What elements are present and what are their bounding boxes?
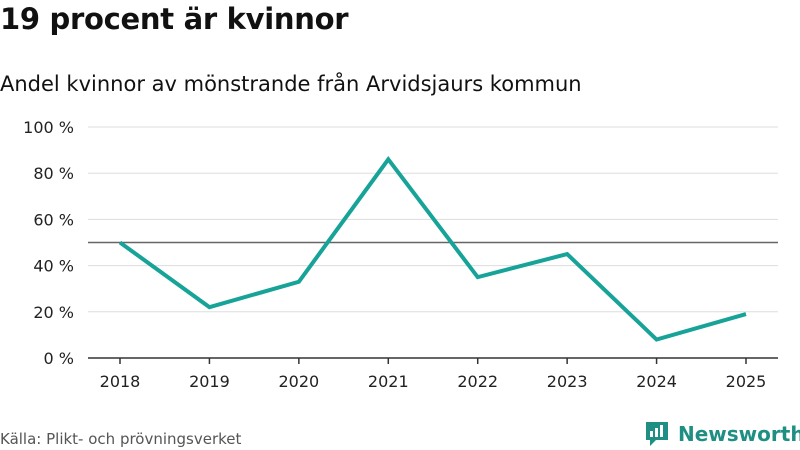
x-tick-label: 2021 xyxy=(368,372,409,391)
y-tick-label: 20 % xyxy=(33,303,74,322)
y-tick-label: 80 % xyxy=(33,164,74,183)
x-tick-label: 2022 xyxy=(457,372,498,391)
brand-logo: Newsworthy xyxy=(644,420,800,448)
chart-title: 19 procent är kvinnor xyxy=(0,2,349,36)
x-tick-label: 2024 xyxy=(636,372,677,391)
chart-subtitle: Andel kvinnor av mönstrande från Arvidsj… xyxy=(0,72,582,96)
source-note: Källa: Plikt- och prövningsverket xyxy=(0,430,242,448)
y-tick-label: 40 % xyxy=(33,257,74,276)
bar-chart-logo-icon xyxy=(646,422,668,446)
y-tick-label: 100 % xyxy=(23,118,74,137)
brand-name: Newsworthy xyxy=(678,422,800,446)
line-chart: 0 % 20 % 40 % 60 % 80 % 100 % 2018 2019 2020 2021… xyxy=(23,118,778,391)
series-line xyxy=(118,155,747,342)
x-tick-label: 2023 xyxy=(547,372,588,391)
y-tick-label: 60 % xyxy=(33,210,74,229)
x-tick-label: 2018 xyxy=(100,372,141,391)
y-tick-label: 0 % xyxy=(44,349,74,368)
x-tick-label: 2020 xyxy=(278,372,319,391)
x-tick-label: 2025 xyxy=(726,372,767,391)
x-tick-label: 2019 xyxy=(189,372,230,391)
